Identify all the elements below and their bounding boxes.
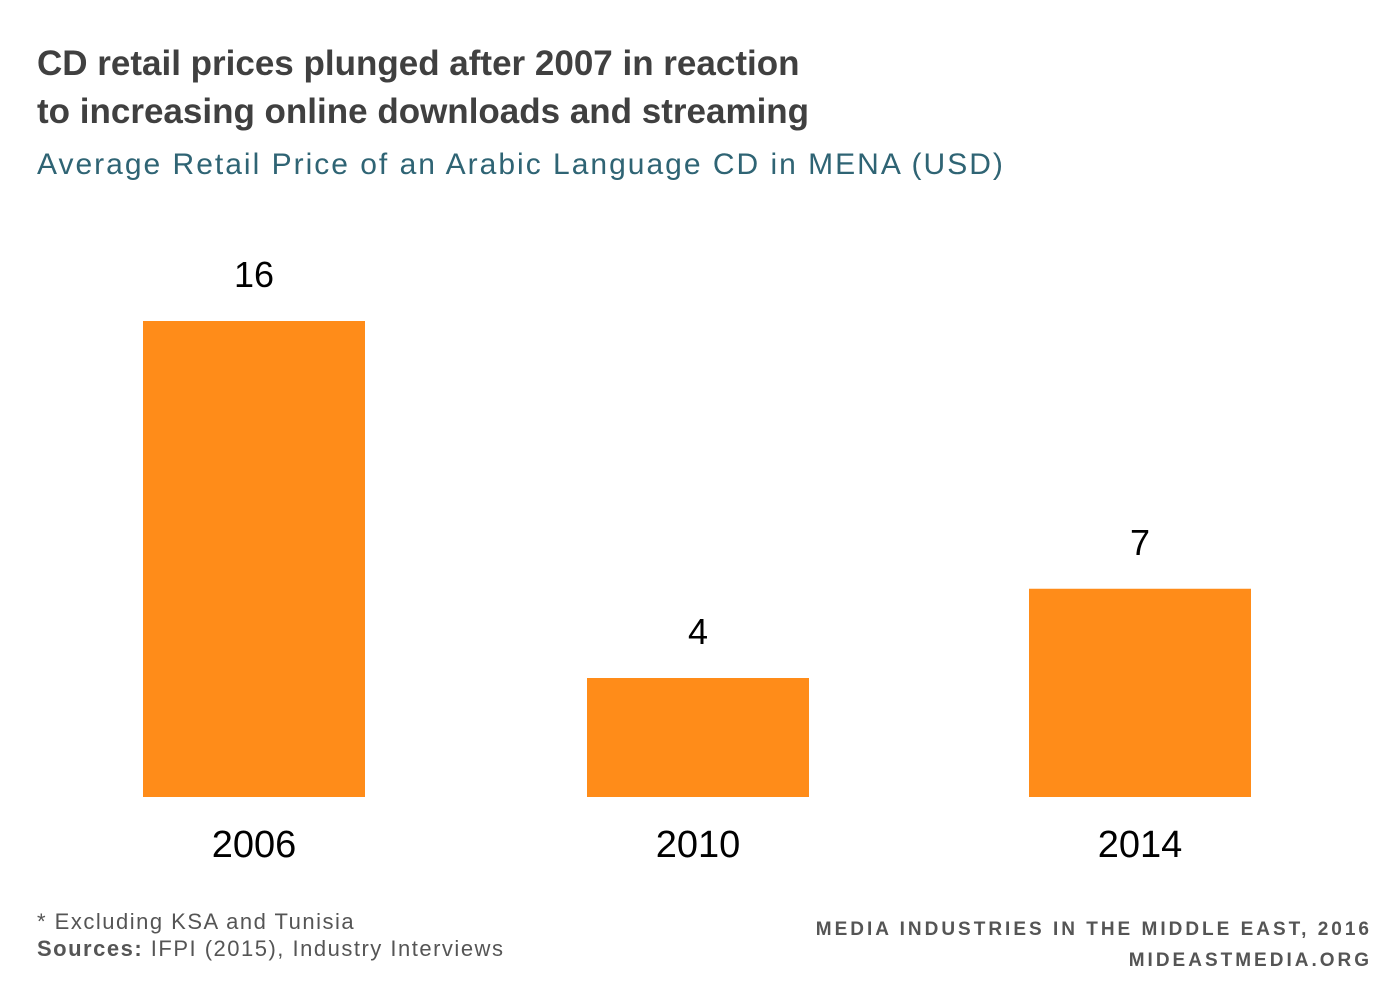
bar-value-label-2006: 16	[234, 254, 274, 295]
chart-title: CD retail prices plunged after 2007 in r…	[37, 40, 1037, 136]
bar-2014	[1029, 588, 1251, 797]
category-label-2006: 2006	[212, 824, 297, 866]
bar-2010	[587, 678, 809, 797]
sources-line: Sources: IFPI (2015), Industry Interview…	[37, 935, 504, 962]
chart-title-line-2: to increasing online downloads and strea…	[37, 92, 810, 131]
bar-value-label-2014: 7	[1130, 522, 1150, 563]
sources-text: IFPI (2015), Industry Interviews	[143, 936, 505, 961]
credit-publication: MEDIA INDUSTRIES IN THE MIDDLE EAST, 201…	[815, 919, 1372, 940]
bar-value-label-2010: 4	[688, 611, 708, 652]
footnote-text: * Excluding KSA and Tunisia	[37, 909, 356, 934]
bar-2006	[143, 321, 365, 797]
credit-block: MEDIA INDUSTRIES IN THE MIDDLE EAST, 201…	[816, 914, 1372, 976]
bars-group	[143, 321, 1251, 797]
sources-label: Sources:	[37, 936, 144, 961]
chart-subtitle: Average Retail Price of an Arabic Langua…	[37, 148, 1005, 181]
footnote-block: * Excluding KSA and Tunisia Sources: IFP…	[37, 908, 504, 962]
category-label-2010: 2010	[656, 824, 741, 866]
category-label-2014: 2014	[1098, 824, 1183, 866]
category-labels: 2006 2010 2014	[212, 824, 1183, 866]
credit-website: MIDEASTMEDIA.ORG	[1128, 950, 1372, 971]
chart-title-line-1: CD retail prices plunged after 2007 in r…	[37, 44, 800, 83]
